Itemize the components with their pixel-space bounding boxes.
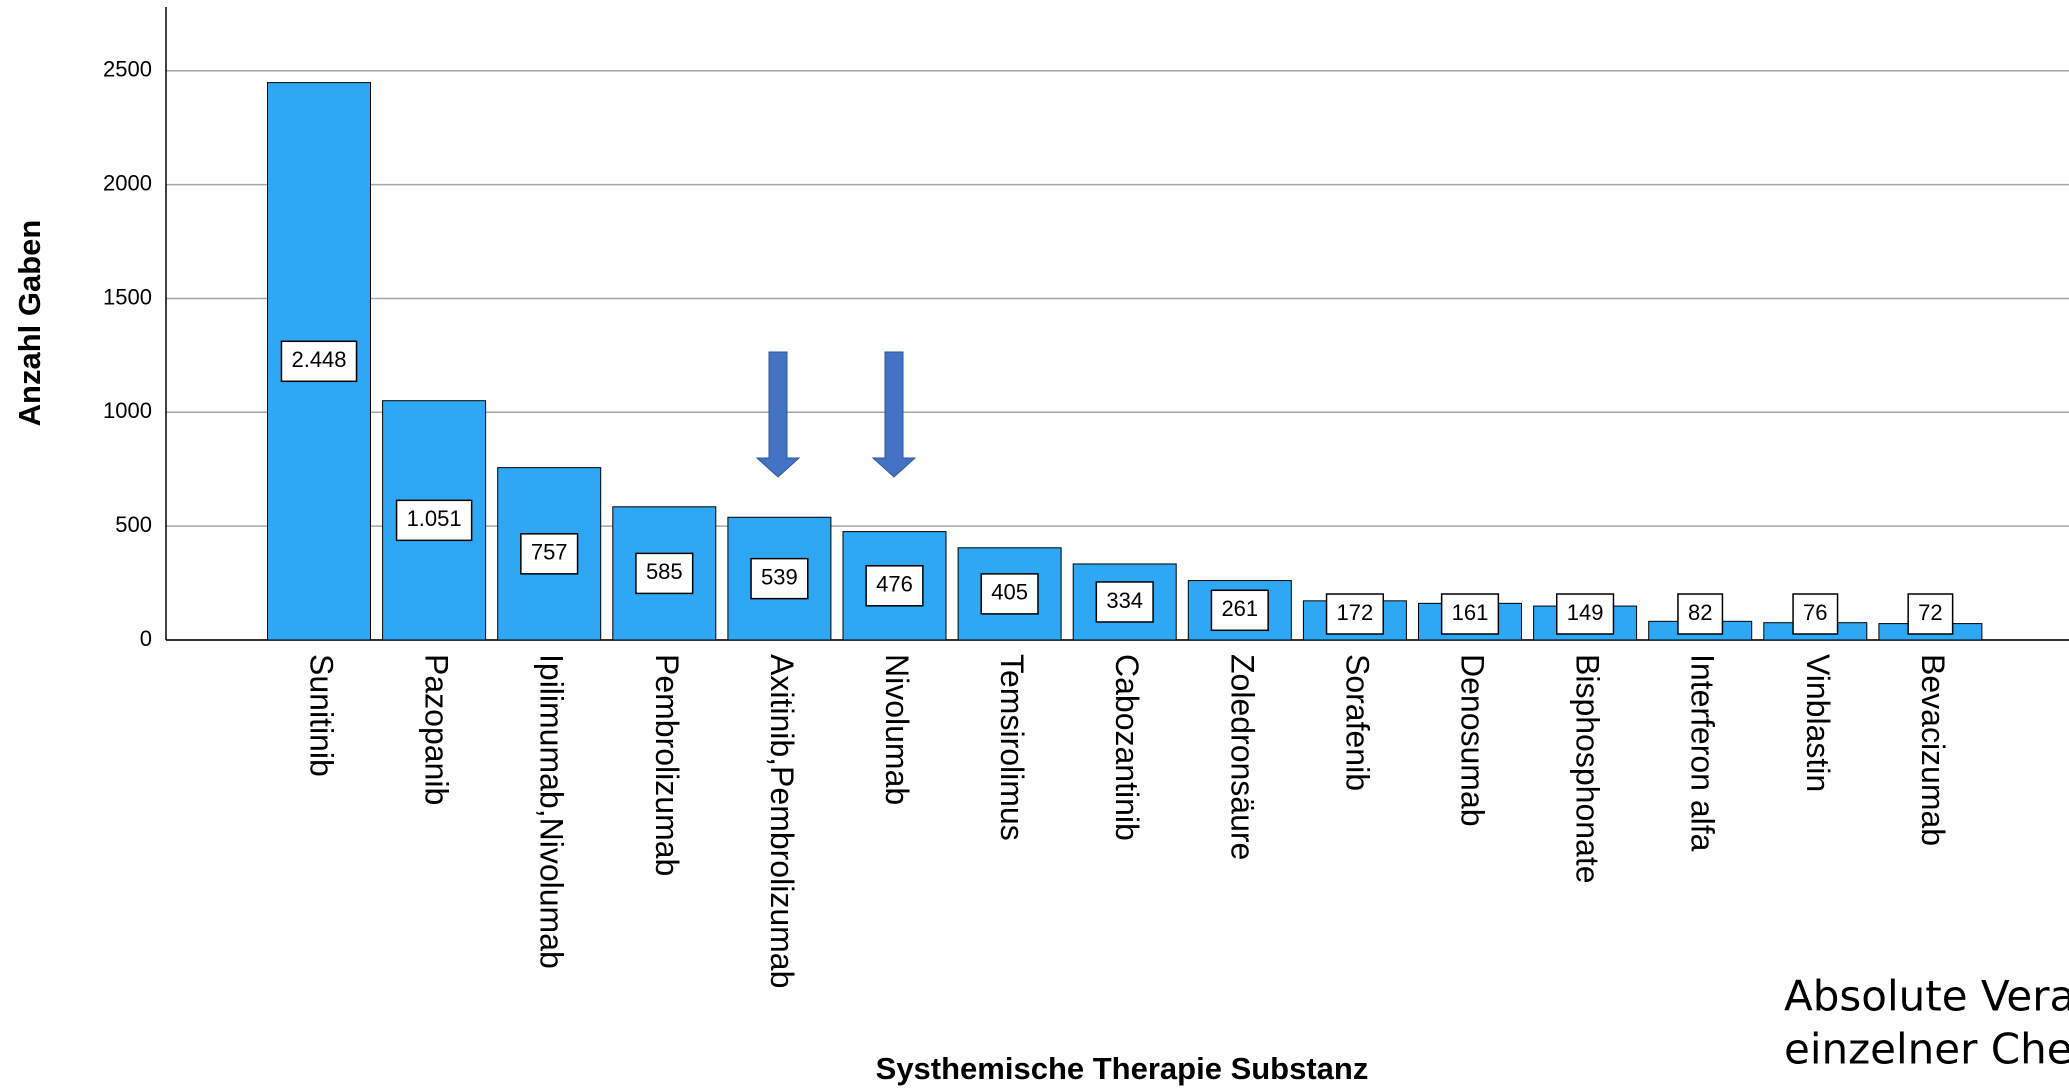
x-tick-label: Temsirolimus — [994, 654, 1030, 841]
x-tick-label: Sunitinib — [304, 654, 340, 777]
value-label: 539 — [761, 564, 798, 589]
value-label-box — [1555, 593, 1615, 635]
x-tick-label: Zoledronsäure — [1224, 654, 1260, 860]
value-label: 172 — [1337, 600, 1374, 625]
annotation: Absolute Verab — [1784, 972, 2069, 1021]
value-label: 2.448 — [291, 347, 346, 372]
value-label-box — [1325, 593, 1385, 635]
value-label-box — [980, 573, 1039, 615]
value-label-box — [1210, 589, 1269, 632]
value-label-box — [1095, 581, 1154, 623]
value-label-box — [1440, 593, 1500, 635]
x-tick-label: Axitinib,Pembrolizumab — [764, 654, 800, 988]
plot-area: 0 500 1000 1500 2000 2500 2.448 Sunitinib 1.051 P… — [103, 7, 2069, 988]
x-tick-label: Ipilimumab,Nivolumab — [534, 654, 570, 969]
y-tick-label: 2000 — [103, 170, 152, 195]
value-label: 1.051 — [407, 506, 462, 531]
value-label-box — [520, 533, 579, 575]
x-tick-label: Pazopanib — [419, 654, 455, 805]
value-label-box — [1907, 593, 1954, 635]
value-label-box — [395, 499, 473, 542]
value-label: 334 — [1106, 588, 1143, 613]
value-label: 149 — [1567, 600, 1604, 625]
x-axis-title: Systhemische Therapie Substanz — [876, 1051, 1369, 1086]
y-tick-label: 500 — [115, 512, 152, 537]
y-tick-label: 2500 — [103, 57, 152, 82]
y-axis-title: Anzahl Gaben — [12, 220, 47, 427]
value-label: 76 — [1803, 600, 1827, 625]
arrow — [871, 351, 917, 478]
value-label: 757 — [531, 540, 568, 565]
value-label: 82 — [1688, 600, 1712, 625]
value-label: 161 — [1452, 600, 1489, 625]
x-tick-label: Denosumab — [1455, 654, 1491, 827]
x-tick-label: Bevacizumab — [1915, 654, 1951, 846]
value-label: 261 — [1221, 596, 1258, 621]
value-label-box — [1792, 593, 1839, 635]
arrow — [755, 351, 801, 478]
value-label-box — [865, 565, 924, 607]
value-label: 72 — [1918, 600, 1942, 625]
value-label: 405 — [991, 580, 1028, 605]
y-tick-label: 1000 — [103, 398, 152, 423]
y-tick-label: 1500 — [103, 284, 152, 309]
value-label-box — [750, 557, 809, 600]
bar — [727, 516, 832, 641]
x-tick-label: Vinblastin — [1800, 654, 1836, 792]
y-tick-label: 0 — [140, 626, 152, 651]
x-tick-label: Nivolumab — [879, 654, 915, 805]
x-tick-label: Interferon alfa — [1685, 654, 1721, 852]
x-tick-label: Sorafenib — [1339, 654, 1375, 791]
value-label-box — [280, 340, 358, 383]
value-label-box — [635, 552, 694, 595]
annotation: einzelner Chem — [1784, 1025, 2069, 1074]
value-label: 476 — [876, 572, 913, 597]
x-tick-label: Bisphosphonate — [1570, 654, 1606, 884]
value-label: 585 — [646, 559, 683, 584]
x-tick-label: Pembrolizumab — [649, 654, 685, 876]
value-label-box — [1677, 593, 1724, 635]
x-tick-label: Cabozantinib — [1109, 654, 1145, 841]
